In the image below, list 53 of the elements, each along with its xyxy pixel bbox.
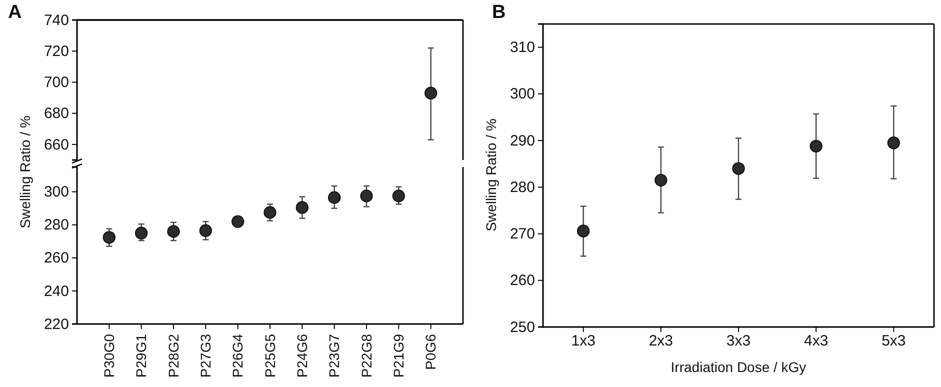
x-tick-label: 1x3 [571, 332, 596, 350]
x-tick-label: 5x3 [882, 332, 906, 350]
point [328, 191, 341, 204]
y-tick-label: 260 [44, 250, 69, 267]
x-tick-label: P26G4 [230, 334, 246, 378]
y-tick-label: 700 [44, 74, 69, 92]
y-tick-label: 660 [44, 136, 69, 154]
point [296, 201, 308, 214]
x-tick-label: 3x3 [726, 332, 751, 350]
point [732, 162, 745, 175]
point [392, 190, 405, 202]
y-tick-label: 300 [44, 184, 69, 201]
point [577, 224, 590, 238]
y-tick-label: 740 [44, 12, 69, 29]
y-axis-title: Swelling Ratio / % [17, 116, 33, 228]
y-tick-label: 310 [510, 39, 535, 56]
x-tick-label: P24G6 [294, 334, 310, 378]
y-tick-label: 220 [44, 316, 69, 333]
point [167, 225, 180, 238]
point [810, 140, 822, 152]
y-tick-label: 260 [510, 272, 535, 290]
y-tick-label: 290 [510, 132, 535, 150]
point [264, 206, 276, 219]
y-tick-label: 280 [510, 178, 535, 196]
x-tick-label: 4x3 [804, 332, 828, 350]
x-tick-label: P22G8 [358, 334, 374, 378]
y-tick-label: 240 [44, 282, 69, 300]
y-axis-title: Swelling Ratio / % [483, 118, 499, 232]
y-tick-label: 280 [44, 216, 69, 234]
point [360, 190, 373, 202]
x-tick-label: P23G7 [326, 334, 342, 378]
chart-title: A [8, 2, 22, 23]
point [887, 136, 900, 150]
x-tick-label: P27G3 [198, 334, 214, 378]
x-tick-label: P28G2 [165, 334, 182, 378]
x-tick-label: 2x3 [648, 332, 674, 350]
y-tick-label: 720 [44, 42, 69, 60]
y-tick-label: 250 [510, 318, 535, 336]
y-tick-label: 300 [510, 86, 535, 103]
point [135, 226, 148, 240]
x-tick-label: P30G0 [101, 334, 118, 378]
y-tick-label: 680 [44, 105, 69, 122]
point [199, 224, 212, 237]
x-tick-label: P0G6 [422, 334, 439, 370]
point [654, 174, 668, 186]
point [102, 231, 116, 244]
x-tick-label: P21G9 [390, 334, 407, 378]
x-axis-title: Irradiation Dose / kGy [670, 359, 806, 375]
chart-title: B [492, 2, 506, 23]
point [232, 215, 244, 228]
x-tick-label: P25G5 [262, 334, 278, 378]
y-tick-label: 270 [510, 226, 535, 243]
x-tick-label: P29G1 [133, 334, 150, 378]
